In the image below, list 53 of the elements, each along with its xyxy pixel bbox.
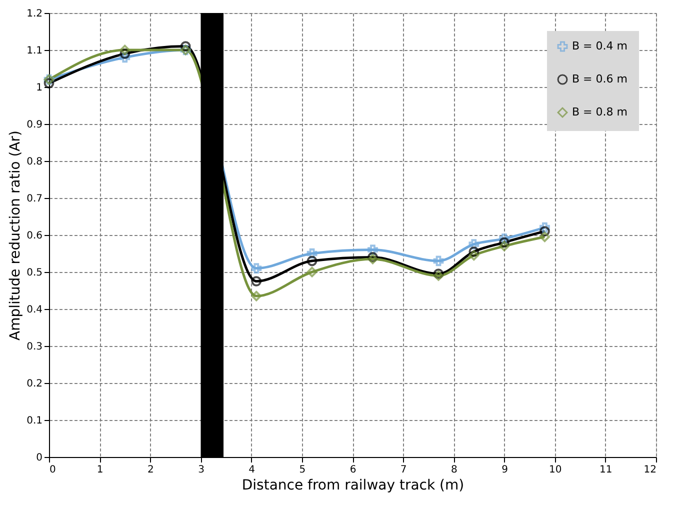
- x-tick-label: 12: [644, 464, 656, 476]
- y-tick-label: 0.5: [26, 268, 42, 278]
- legend-label: B = 0.4 m: [572, 40, 628, 52]
- point: [306, 256, 318, 266]
- y-tick-label: 1: [36, 82, 42, 94]
- point: [251, 263, 262, 274]
- x-tick-label: 10: [548, 464, 562, 476]
- y-tick-label: 0.3: [26, 342, 42, 352]
- x-tick-label: 8: [450, 464, 458, 476]
- point: [540, 222, 550, 233]
- y-tick-label: 0.6: [26, 230, 42, 242]
- point: [468, 250, 480, 261]
- x-tick-label: 7: [400, 464, 407, 476]
- y-tick-label: 1.1: [26, 46, 42, 56]
- point: [499, 234, 510, 244]
- point: [540, 232, 550, 242]
- point: [468, 239, 480, 250]
- x-tick-label: 1: [96, 464, 104, 476]
- y-tick-label: 0.1: [26, 416, 42, 426]
- point: [120, 44, 130, 56]
- x-tick-label: 3: [198, 464, 204, 476]
- point: [499, 237, 510, 248]
- x-tick-label: 5: [299, 464, 306, 476]
- point: [499, 240, 510, 252]
- point: [251, 290, 262, 302]
- y-tick-label: 0.8: [26, 156, 42, 168]
- x-tick-label: 2: [147, 464, 154, 476]
- point: [306, 248, 318, 259]
- x-tick-label: 6: [350, 464, 356, 476]
- y-axis-title: Amplitude reduction ratio (Ar): [8, 130, 24, 340]
- point: [368, 244, 378, 255]
- point: [120, 48, 130, 59]
- point: [180, 41, 191, 52]
- point: [120, 52, 130, 63]
- y-tick-label: 0.2: [26, 378, 42, 390]
- x-tick-label: 4: [248, 464, 256, 476]
- y-tick-label: 1.2: [26, 8, 42, 20]
- point: [540, 226, 550, 236]
- point: [44, 78, 54, 88]
- x-tick-label: 9: [502, 464, 508, 476]
- y-tick-label: 0.4: [26, 304, 42, 316]
- x-tick-label: 0: [50, 464, 56, 476]
- point: [251, 276, 262, 286]
- point: [468, 246, 480, 257]
- y-tick-label: 0.9: [26, 120, 42, 130]
- y-tick-label: 0: [36, 452, 42, 464]
- point: [306, 266, 318, 278]
- point: [433, 256, 444, 266]
- legend-label: B = 0.6 m: [572, 72, 628, 86]
- y-tick-label: 0.7: [26, 194, 42, 204]
- legend-label: B = 0.8 m: [572, 106, 628, 118]
- x-tick-label: 11: [600, 464, 612, 476]
- x-axis-title: Distance from railway track (m): [242, 478, 464, 494]
